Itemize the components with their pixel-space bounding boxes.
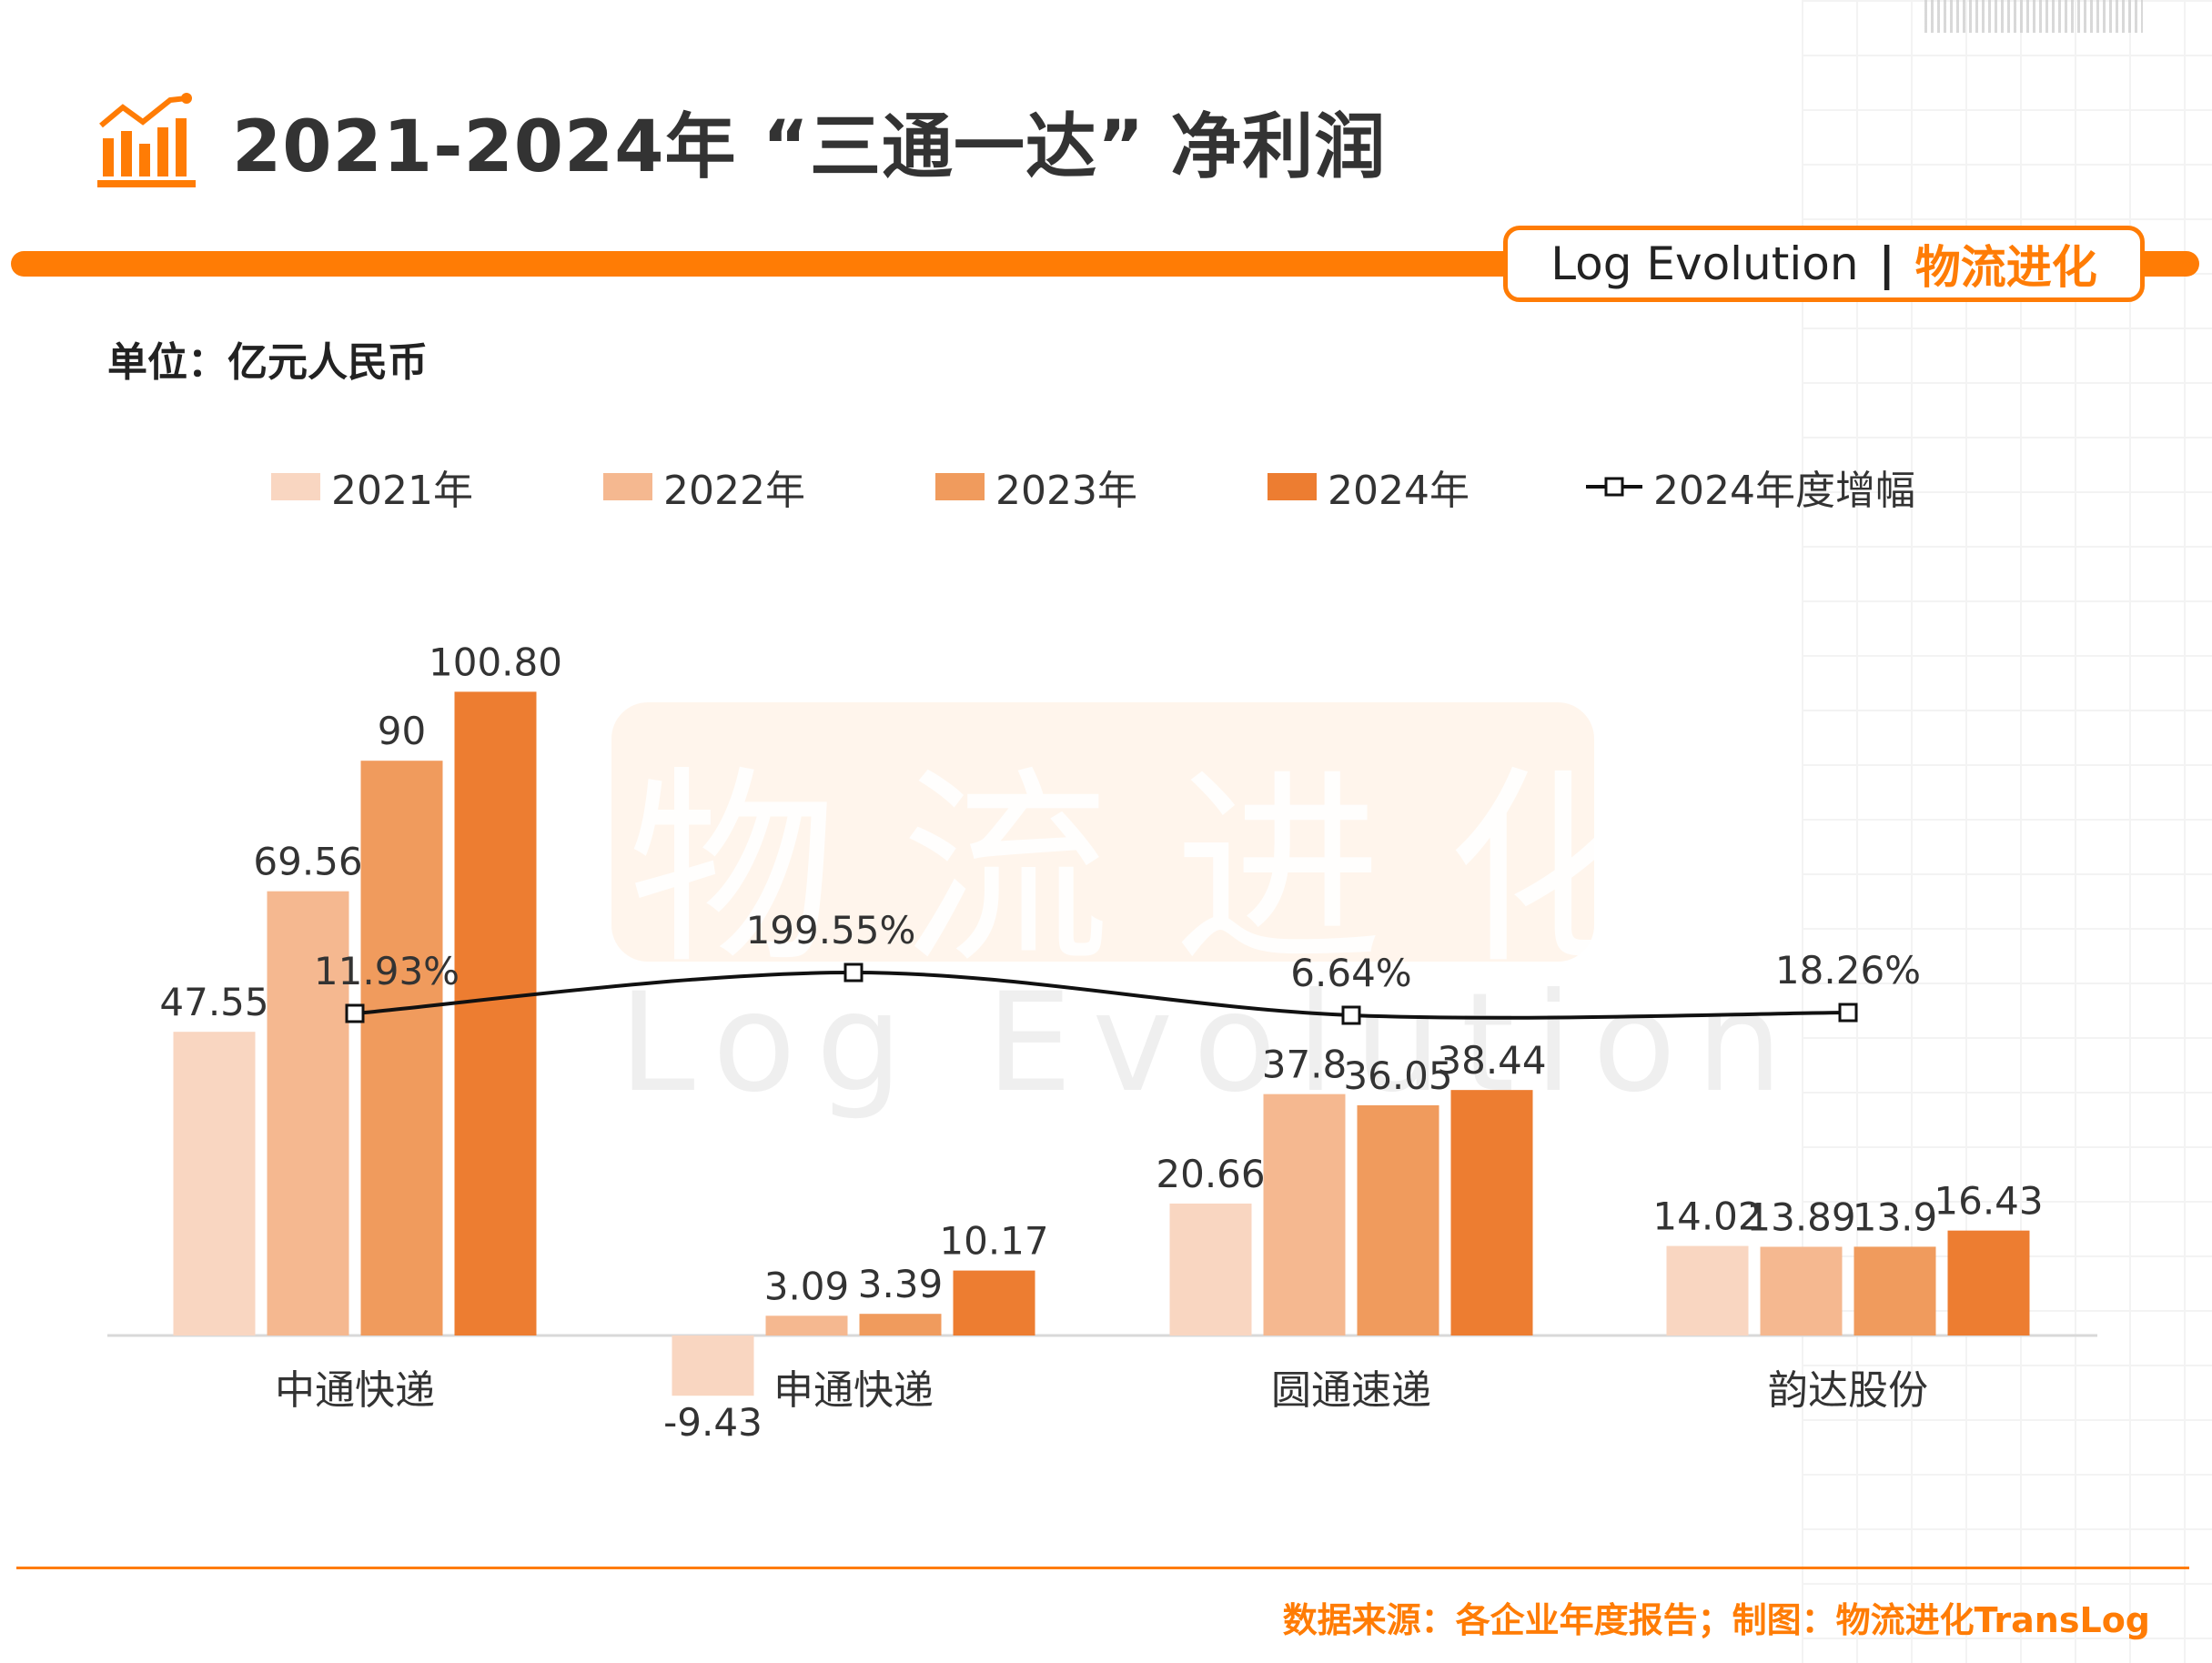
category-tick-label: 申通快递 [773, 1367, 934, 1414]
bar-value-label: 37.8 [1262, 1043, 1348, 1087]
legend-swatch [271, 473, 320, 500]
growth-point-marker [843, 963, 864, 983]
growth-point-marker [1838, 1003, 1858, 1023]
bar-2021年-3 [1666, 1245, 1749, 1335]
chart-legend: 2021年 2022年 2023年 2024年 2024年度增幅 [271, 455, 1915, 519]
bar-2024年-0 [454, 691, 537, 1335]
bar-value-label: 20.66 [1156, 1152, 1265, 1196]
bar-value-label: -9.43 [663, 1400, 763, 1445]
footer-rule [16, 1567, 2189, 1569]
growth-point-marker [1341, 1005, 1361, 1025]
bar-chart-icon [97, 93, 196, 187]
brand-separator: | [1878, 237, 1895, 290]
bar-value-label: 90 [378, 709, 426, 753]
legend-swatch [603, 473, 652, 500]
legend-item-2021: 2021年 [271, 458, 603, 516]
growth-value-label: 11.93% [314, 949, 460, 993]
legend-label: 2023年 [995, 468, 1137, 514]
bar-value-label: 16.43 [1934, 1179, 2043, 1224]
bar-value-label: 36.05 [1343, 1053, 1452, 1098]
watermark-box [611, 702, 1594, 962]
legend-item-2024: 2024年 [1268, 458, 1586, 516]
legend-label: 2021年 [331, 468, 473, 514]
unit-label: 单位：亿元人民币 [107, 339, 428, 386]
bar-2022年-3 [1760, 1246, 1843, 1335]
brand-en: Log Evolution [1550, 237, 1859, 290]
legend-label: 2022年 [663, 468, 805, 514]
source-note: 数据来源：各企业年度报告；制图：物流进化TransLog [1282, 1600, 2150, 1640]
bar-2023年-3 [1853, 1246, 1936, 1335]
page-title: 2021-2024年 “三通一达” 净利润 [232, 106, 1387, 188]
bar-value-label: 14.02 [1652, 1194, 1762, 1239]
bar-2024年-1 [953, 1270, 1035, 1335]
bar-value-label: 47.55 [159, 980, 268, 1024]
bar-2024年-3 [1947, 1230, 2030, 1335]
bar-value-label: 38.44 [1437, 1038, 1546, 1083]
legend-item-2022: 2022年 [603, 458, 935, 516]
bar-2022年-0 [267, 891, 349, 1335]
watermark-en: Log Evolution [619, 964, 1803, 1123]
growth-value-label: 6.64% [1290, 951, 1411, 995]
bar-2023年-0 [360, 761, 443, 1335]
bar-2021年-0 [173, 1032, 256, 1335]
growth-line [354, 970, 1849, 1020]
legend-label: 2024年 [1328, 468, 1470, 514]
category-tick-label: 圆通速递 [1271, 1367, 1431, 1414]
legend-swatch [935, 473, 985, 500]
bar-value-label: 3.09 [764, 1264, 850, 1308]
bar-value-label: 10.17 [939, 1219, 1048, 1264]
category-tick-label: 中通快递 [275, 1367, 435, 1414]
bar-value-label: 3.39 [858, 1262, 944, 1306]
bar-value-label: 13.89 [1746, 1194, 1855, 1239]
legend-item-2023: 2023年 [935, 458, 1268, 516]
legend-label: 2024年度增幅 [1653, 468, 1915, 514]
growth-value-label: 199.55% [746, 908, 916, 952]
bar-2023年-2 [1357, 1104, 1439, 1335]
bar-2021年-2 [1169, 1203, 1252, 1335]
bar-2021年-1 [672, 1335, 754, 1396]
watermark-cn: 物流进化 [628, 750, 1720, 993]
bar-2024年-2 [1450, 1090, 1533, 1335]
brand-badge: Log Evolution | 物流进化 [1503, 226, 2145, 302]
bar-2022年-2 [1263, 1094, 1346, 1335]
brand-cn: 物流进化 [1914, 241, 2097, 294]
legend-swatch [1268, 473, 1317, 500]
legend-item-growth: 2024年度增幅 [1586, 458, 1915, 516]
bar-2023年-1 [859, 1314, 942, 1335]
title-row: 2021-2024年 “三通一达” 净利润 [96, 91, 1386, 191]
barcode-decoration [1924, 0, 2143, 33]
growth-point-marker [345, 1003, 365, 1023]
bar-value-label: 69.56 [253, 840, 362, 884]
category-tick-label: 韵达股份 [1768, 1367, 1928, 1414]
legend-line-marker [1586, 477, 1642, 497]
bar-value-label: 13.9 [1853, 1194, 1938, 1239]
growth-value-label: 18.26% [1775, 948, 1921, 993]
bar-value-label: 100.80 [429, 640, 562, 684]
bar-2022年-1 [765, 1315, 848, 1335]
